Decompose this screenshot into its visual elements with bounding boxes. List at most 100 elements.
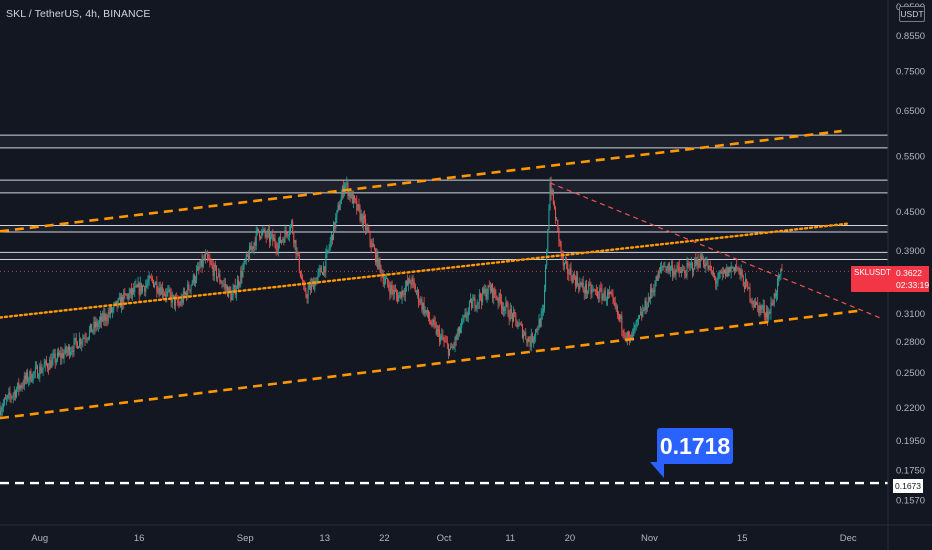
candle-body (227, 286, 229, 297)
candle-body (762, 305, 764, 309)
candle-body (48, 368, 50, 370)
candle-body (120, 296, 122, 308)
candle-body (695, 258, 697, 265)
level-price-tag: 0.1673 (893, 479, 923, 493)
candle-body (83, 337, 85, 339)
candle-body (472, 300, 474, 309)
x-tick-label: 16 (134, 533, 145, 544)
candle-body (234, 285, 236, 295)
candle-body (66, 350, 68, 353)
candle-body (703, 258, 705, 265)
candle-body (752, 301, 754, 305)
candle-body (67, 346, 69, 351)
candle-body (246, 254, 248, 257)
candle-body (503, 307, 505, 311)
candle-body (435, 324, 437, 335)
candle-body (14, 391, 16, 397)
candle-body (179, 304, 181, 306)
candle-body (308, 285, 310, 290)
candle-body (106, 320, 108, 322)
candle-body (12, 394, 14, 397)
candle-body (331, 234, 333, 241)
candle-body (127, 294, 129, 299)
candle-body (117, 299, 119, 307)
candle-body (452, 345, 454, 348)
candle-body (210, 261, 212, 264)
candle-body (118, 297, 120, 300)
candle-body (587, 291, 589, 294)
candle-body (394, 289, 396, 292)
candle-body (651, 288, 653, 293)
candle-body (551, 190, 553, 195)
candle-body (420, 299, 422, 303)
candle-body (547, 229, 549, 252)
candle-body (658, 271, 660, 273)
y-tick-label: 0.3900 (896, 246, 925, 257)
candle-body (542, 309, 544, 312)
sr-zone-fill (0, 135, 888, 148)
candle-body (333, 222, 335, 241)
candle-body (428, 310, 430, 319)
candle-body (126, 294, 128, 296)
candle-body (478, 293, 480, 303)
candle-body (538, 319, 540, 330)
candle-body (359, 207, 361, 221)
candle-body (779, 275, 781, 276)
candle-body (602, 295, 604, 300)
candle-body (391, 285, 393, 290)
candle-body (291, 221, 293, 226)
candle-body (715, 278, 717, 284)
candle-body (733, 267, 735, 272)
candle-body (612, 295, 614, 299)
candle-body (746, 279, 748, 282)
candle-body (313, 280, 315, 290)
candle-body (330, 234, 332, 242)
candle-body (637, 318, 639, 319)
candle-body (253, 242, 255, 249)
candle-body (535, 329, 537, 337)
candle-body (430, 321, 432, 325)
candle-body (673, 270, 675, 276)
candle-body (52, 355, 54, 359)
candle-body (180, 298, 182, 305)
candle-body (485, 289, 487, 299)
candle-body (177, 298, 179, 304)
candle-body (581, 282, 583, 285)
candle-body (425, 309, 427, 313)
candle-body (259, 231, 261, 238)
trend-lines (0, 129, 888, 485)
candle-body (260, 237, 262, 238)
candle-body (85, 339, 87, 340)
candle-body (289, 225, 291, 232)
candle-body (519, 323, 521, 325)
candle-body (147, 281, 149, 284)
candle-body (409, 278, 411, 284)
candle-body (41, 369, 43, 373)
candle-body (520, 324, 522, 326)
candle-body (445, 341, 447, 343)
sr-zone-fill (0, 225, 888, 232)
candle-body (640, 312, 642, 316)
candle-body (598, 296, 600, 298)
candle-body (593, 289, 595, 291)
candle-body (488, 285, 490, 288)
target-callout[interactable]: 0.1718 (657, 428, 733, 464)
candle-body (760, 305, 762, 310)
candle-body (242, 267, 244, 277)
candle-body (249, 245, 251, 260)
currency-button[interactable]: USDT (899, 6, 925, 22)
candle-body (23, 375, 25, 386)
candle-body (688, 264, 690, 266)
candle-body (536, 329, 538, 331)
candle-body (768, 312, 770, 320)
candle-body (24, 375, 26, 380)
candle-body (509, 308, 511, 320)
candle-body (477, 302, 479, 304)
candle-body (537, 329, 539, 331)
sr-zone-fill (0, 180, 888, 193)
candle-body (704, 264, 706, 267)
candle-body (737, 268, 739, 270)
candle-body (727, 267, 729, 277)
